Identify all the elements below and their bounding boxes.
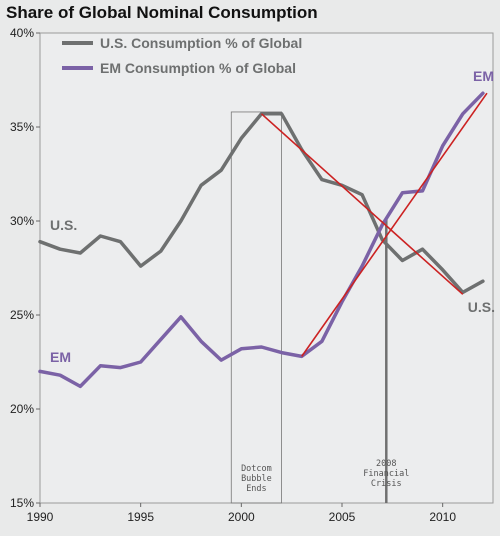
plot-area xyxy=(39,32,494,504)
em-series-line xyxy=(38,91,485,389)
x-tick-label: 2000 xyxy=(228,510,255,524)
y-tick-label: 20% xyxy=(10,402,34,416)
legend-us-label: U.S. Consumption % of Global xyxy=(100,35,302,51)
x-tick-label: 2005 xyxy=(329,510,356,524)
y-tick-label: 15% xyxy=(10,496,34,510)
us-start-label: U.S. xyxy=(50,217,77,233)
legend-em-label: EM Consumption % of Global xyxy=(100,60,296,76)
em-end-label: EM xyxy=(473,68,494,84)
dotcom-annotation-line: Dotcom xyxy=(241,464,272,474)
us-end-label: U.S. xyxy=(468,299,495,315)
em-trend-line xyxy=(301,92,488,357)
y-tick-label: 35% xyxy=(10,120,34,134)
financial-crisis-annotation-line: Financial xyxy=(363,469,409,479)
dotcom-box xyxy=(230,111,282,504)
financial-crisis-annotation-line: Crisis xyxy=(371,479,402,489)
y-tick-label: 30% xyxy=(10,214,34,228)
us-series-line xyxy=(38,112,485,295)
chart-title: Share of Global Nominal Consumption xyxy=(6,3,318,22)
x-tick-label: 2010 xyxy=(429,510,456,524)
x-tick-label: 1990 xyxy=(27,510,54,524)
us-trend-line xyxy=(260,113,464,295)
dotcom-annotation-line: Bubble xyxy=(241,474,272,484)
y-tick-label: 40% xyxy=(10,26,34,40)
financial-crisis-annotation-line: 2008 xyxy=(376,459,396,469)
dotcom-annotation-line: Ends xyxy=(246,484,266,494)
em-start-label: EM xyxy=(50,349,71,365)
x-tick-label: 1995 xyxy=(127,510,154,524)
y-tick-label: 25% xyxy=(10,308,34,322)
